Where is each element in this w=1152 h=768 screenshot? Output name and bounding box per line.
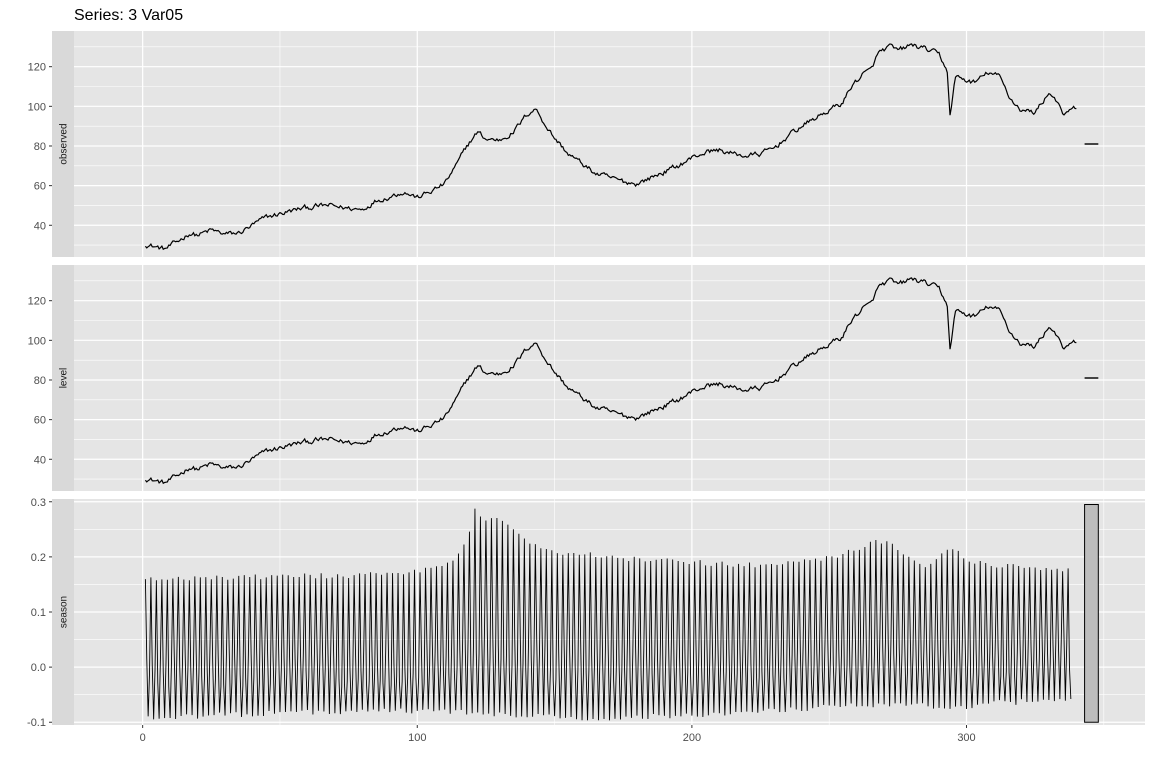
- facet-strip: [52, 31, 74, 257]
- y-tick-label: 60: [34, 181, 46, 193]
- y-tick-label: 100: [28, 335, 46, 347]
- y-tick-label: -0.1: [27, 717, 46, 729]
- y-tick-label: 80: [34, 141, 46, 153]
- panels-layer: observed 40 60 80 100 120 level 40 60 80 100 120 sea…: [27, 31, 1145, 729]
- panel-level: level 40 60 80 100 120: [28, 265, 1145, 491]
- facet-strip: [52, 265, 74, 491]
- panel-observed: observed 40 60 80 100 120: [28, 31, 1145, 257]
- chart-title: Series: 3 Var05: [74, 7, 183, 24]
- series-line-level: [144, 277, 1077, 485]
- x-tick-label: 100: [408, 732, 426, 744]
- range-bar: [1084, 504, 1099, 723]
- x-tick-label: 300: [957, 732, 975, 744]
- series-line-observed: [144, 43, 1077, 251]
- y-tick-label: 0.0: [31, 662, 46, 674]
- y-tick-label: 80: [34, 375, 46, 387]
- y-tick-label: 0.2: [31, 552, 46, 564]
- panel-background: [74, 265, 1145, 491]
- x-tick-label: 200: [683, 732, 701, 744]
- facet-label: level: [59, 368, 70, 389]
- y-tick-label: 120: [28, 296, 46, 308]
- series-line-season: [144, 508, 1072, 721]
- y-tick-label: 60: [34, 415, 46, 427]
- facet-label: observed: [59, 123, 70, 164]
- facet-strip: [52, 499, 74, 725]
- panel-background: [74, 31, 1145, 257]
- y-tick-label: 40: [34, 220, 46, 232]
- x-axis: 0 100 200 300: [140, 725, 976, 744]
- facet-label: season: [59, 596, 70, 628]
- y-tick-label: 0.1: [31, 607, 46, 619]
- x-tick-label: 0: [140, 732, 146, 744]
- y-tick-label: 100: [28, 101, 46, 113]
- panel-season: season -0.1 0.0 0.1 0.2 0.3: [27, 497, 1145, 729]
- y-tick-label: 120: [28, 62, 46, 74]
- y-tick-label: 40: [34, 454, 46, 466]
- y-tick-label: 0.3: [31, 497, 46, 509]
